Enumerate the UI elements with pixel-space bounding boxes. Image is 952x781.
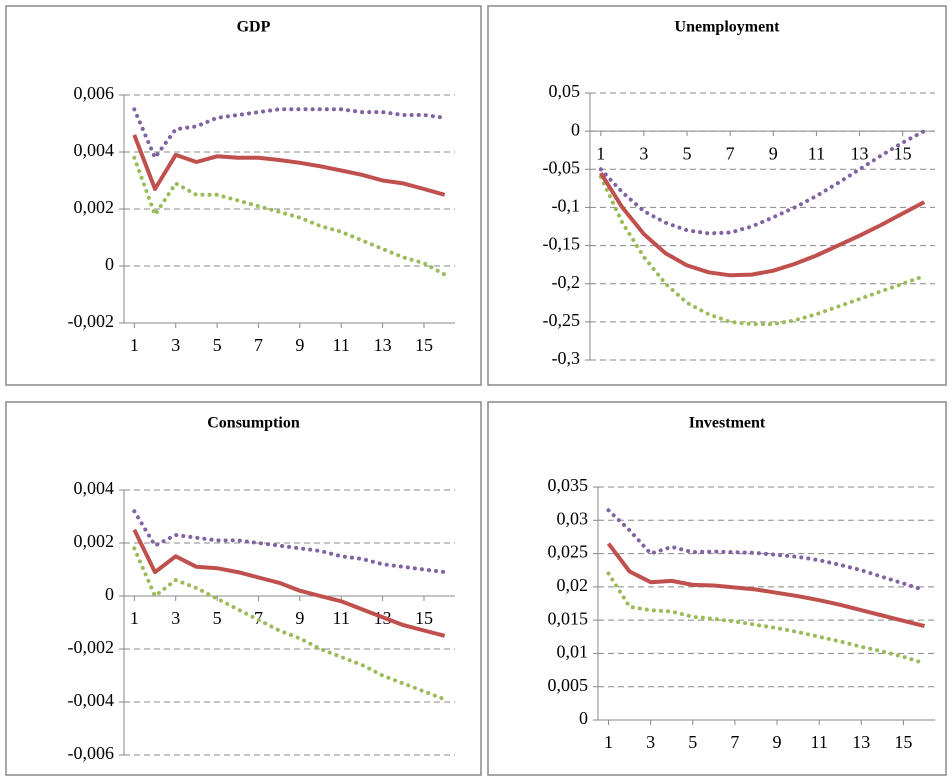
series-line <box>132 546 447 702</box>
y-tick-label: 0,004 <box>74 478 115 498</box>
series-line <box>132 155 447 277</box>
panel-frame <box>5 5 482 386</box>
panel-frame <box>487 5 947 386</box>
x-tick-label: 5 <box>213 608 222 628</box>
x-tick-label: 9 <box>773 732 782 752</box>
series-line <box>132 107 447 160</box>
x-tick-label: 13 <box>852 732 870 752</box>
y-tick-label: 0,002 <box>74 197 115 217</box>
x-tick-label: 3 <box>639 143 648 163</box>
y-tick-label: 0,004 <box>74 140 115 160</box>
y-tick-label: 0,035 <box>548 475 589 495</box>
y-tick-label: -0,002 <box>68 311 115 331</box>
y-tick-label: -0,002 <box>68 637 115 657</box>
x-tick-label: 11 <box>333 608 350 628</box>
x-tick-label: 9 <box>295 608 304 628</box>
x-tick-label: 7 <box>726 143 735 163</box>
y-tick-label: 0,02 <box>557 575 589 595</box>
x-tick-label: 1 <box>604 732 613 752</box>
y-tick-label: 0,015 <box>548 608 589 628</box>
series-line <box>599 172 926 278</box>
x-tick-label: 3 <box>171 335 180 355</box>
x-tick-label: 15 <box>894 732 912 752</box>
panel-frame <box>5 401 482 776</box>
x-tick-label: 1 <box>130 335 139 355</box>
y-tick-label: 0,005 <box>548 675 589 695</box>
x-tick-label: 15 <box>415 335 433 355</box>
y-tick-label: 0 <box>579 708 588 728</box>
series-line <box>598 174 927 327</box>
y-tick-label: -0,05 <box>543 157 581 177</box>
y-tick-label: -0,25 <box>543 310 581 330</box>
x-tick-label: 7 <box>254 335 263 355</box>
series-line <box>606 542 925 629</box>
series-line <box>598 129 927 236</box>
y-tick-label: 0 <box>105 584 114 604</box>
x-tick-label: 3 <box>646 732 655 752</box>
chart-title: Consumption <box>207 415 300 432</box>
chart-title: Unemployment <box>675 19 781 36</box>
x-tick-label: 1 <box>130 608 139 628</box>
x-tick-label: 1 <box>596 143 605 163</box>
y-tick-label: -0,006 <box>68 743 115 763</box>
x-tick-label: 9 <box>295 335 304 355</box>
y-tick-label: -0,15 <box>543 234 581 254</box>
chart-title: Investment <box>689 415 766 432</box>
x-tick-label: 15 <box>415 608 433 628</box>
y-tick-label: 0,002 <box>74 531 115 551</box>
x-tick-label: 11 <box>810 732 827 752</box>
x-tick-label: 3 <box>171 608 180 628</box>
y-tick-label: 0,025 <box>548 542 589 562</box>
x-tick-label: 13 <box>851 143 869 163</box>
x-tick-label: 7 <box>730 732 739 752</box>
series-line <box>132 509 447 575</box>
x-tick-label: 11 <box>808 143 825 163</box>
x-tick-label: 5 <box>688 732 697 752</box>
y-tick-label: 0,03 <box>557 508 589 528</box>
series-line <box>132 528 446 638</box>
y-tick-label: -0,2 <box>552 272 581 292</box>
x-tick-label: 9 <box>769 143 778 163</box>
x-tick-label: 13 <box>374 335 392 355</box>
y-tick-label: 0,006 <box>74 83 115 103</box>
y-tick-label: 0,05 <box>549 81 581 101</box>
series-line <box>606 508 927 593</box>
series-line <box>606 571 927 666</box>
y-tick-label: 0 <box>571 119 580 139</box>
x-tick-label: 5 <box>213 335 222 355</box>
y-tick-label: 0,01 <box>557 642 589 662</box>
series-line <box>132 134 446 197</box>
x-tick-label: 5 <box>683 143 692 163</box>
panel-frame <box>487 401 947 776</box>
y-tick-label: -0,1 <box>552 196 581 216</box>
y-tick-label: -0,004 <box>68 690 115 710</box>
y-tick-label: -0,3 <box>552 348 581 368</box>
chart-title: GDP <box>237 19 271 36</box>
x-tick-label: 15 <box>894 143 912 163</box>
x-tick-label: 11 <box>333 335 350 355</box>
y-tick-label: 0 <box>105 254 114 274</box>
